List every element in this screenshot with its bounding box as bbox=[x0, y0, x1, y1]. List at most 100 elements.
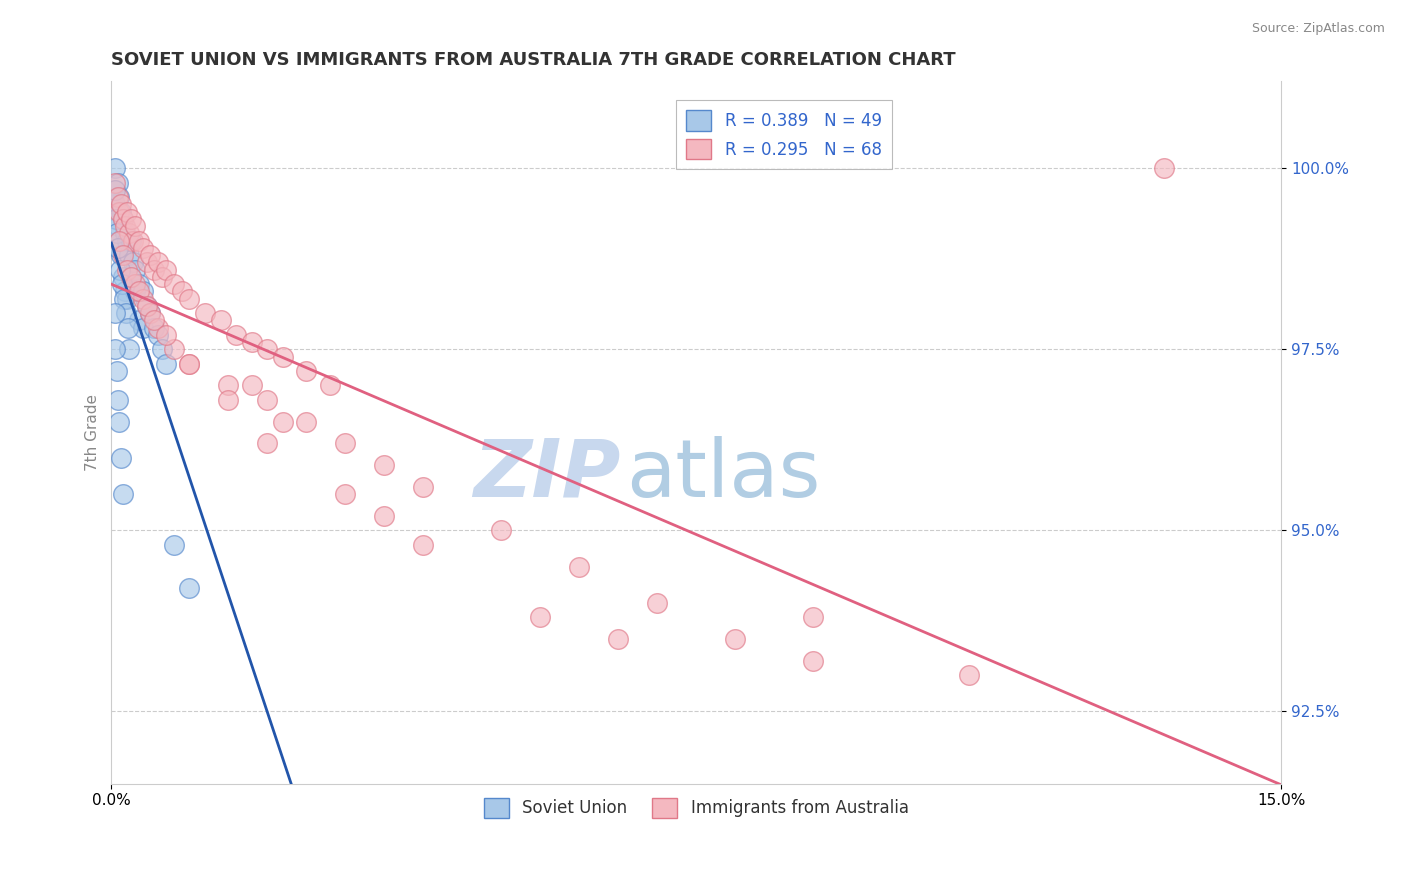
Point bbox=[112, 211, 135, 226]
Point bbox=[335, 436, 357, 450]
Point bbox=[108, 190, 131, 204]
Point bbox=[256, 343, 278, 357]
Point bbox=[108, 234, 131, 248]
Point bbox=[217, 392, 239, 407]
Point bbox=[194, 306, 217, 320]
Point bbox=[105, 364, 128, 378]
Point bbox=[120, 269, 142, 284]
Point bbox=[105, 211, 128, 226]
Point bbox=[110, 248, 132, 262]
Point bbox=[131, 320, 153, 334]
Point bbox=[209, 313, 232, 327]
Point bbox=[115, 262, 138, 277]
Point bbox=[114, 227, 136, 241]
Point bbox=[107, 219, 129, 234]
Point bbox=[131, 285, 153, 299]
Point bbox=[150, 269, 173, 284]
Point bbox=[179, 292, 201, 306]
Point bbox=[148, 320, 170, 334]
Point bbox=[118, 343, 141, 357]
Point bbox=[155, 357, 177, 371]
Point bbox=[724, 632, 747, 646]
Point bbox=[240, 334, 263, 349]
Point bbox=[295, 415, 318, 429]
Point bbox=[131, 292, 153, 306]
Point bbox=[271, 350, 294, 364]
Point bbox=[607, 632, 630, 646]
Point bbox=[139, 306, 162, 320]
Point bbox=[148, 255, 170, 269]
Point bbox=[319, 378, 342, 392]
Text: Source: ZipAtlas.com: Source: ZipAtlas.com bbox=[1251, 22, 1385, 36]
Point bbox=[1153, 161, 1175, 176]
Point bbox=[256, 436, 278, 450]
Point bbox=[104, 306, 127, 320]
Point bbox=[163, 343, 186, 357]
Point bbox=[107, 392, 129, 407]
Point bbox=[271, 415, 294, 429]
Point bbox=[179, 357, 201, 371]
Point bbox=[225, 327, 247, 342]
Point bbox=[124, 277, 146, 291]
Point bbox=[256, 392, 278, 407]
Point bbox=[645, 596, 668, 610]
Point bbox=[373, 508, 395, 523]
Point bbox=[135, 299, 157, 313]
Point bbox=[170, 285, 193, 299]
Point bbox=[412, 480, 434, 494]
Point bbox=[115, 292, 138, 306]
Point bbox=[115, 306, 138, 320]
Point bbox=[150, 343, 173, 357]
Point bbox=[122, 234, 145, 248]
Point bbox=[568, 559, 591, 574]
Point bbox=[104, 343, 127, 357]
Point bbox=[491, 524, 513, 538]
Point bbox=[120, 211, 142, 226]
Point bbox=[117, 227, 139, 241]
Point bbox=[108, 415, 131, 429]
Point bbox=[115, 234, 138, 248]
Point bbox=[110, 450, 132, 465]
Point bbox=[135, 255, 157, 269]
Text: ZIP: ZIP bbox=[472, 435, 620, 514]
Point bbox=[128, 313, 150, 327]
Point bbox=[295, 364, 318, 378]
Text: SOVIET UNION VS IMMIGRANTS FROM AUSTRALIA 7TH GRADE CORRELATION CHART: SOVIET UNION VS IMMIGRANTS FROM AUSTRALI… bbox=[111, 51, 956, 69]
Point bbox=[122, 255, 145, 269]
Point bbox=[139, 248, 162, 262]
Point bbox=[112, 211, 135, 226]
Point bbox=[143, 313, 166, 327]
Point bbox=[163, 538, 186, 552]
Point bbox=[957, 668, 980, 682]
Point bbox=[139, 306, 162, 320]
Point bbox=[110, 204, 132, 219]
Point bbox=[163, 277, 186, 291]
Point bbox=[135, 299, 157, 313]
Text: atlas: atlas bbox=[626, 435, 821, 514]
Point bbox=[179, 581, 201, 595]
Point bbox=[108, 204, 131, 219]
Point bbox=[104, 176, 127, 190]
Point bbox=[217, 378, 239, 392]
Point bbox=[112, 269, 135, 284]
Point bbox=[117, 320, 139, 334]
Point bbox=[108, 262, 131, 277]
Point bbox=[128, 277, 150, 291]
Point bbox=[412, 538, 434, 552]
Point bbox=[179, 357, 201, 371]
Point bbox=[114, 285, 136, 299]
Point bbox=[104, 197, 127, 211]
Point bbox=[120, 234, 142, 248]
Point bbox=[124, 219, 146, 234]
Point bbox=[155, 262, 177, 277]
Point bbox=[124, 262, 146, 277]
Point bbox=[105, 227, 128, 241]
Point bbox=[110, 197, 132, 211]
Point bbox=[131, 241, 153, 255]
Point bbox=[529, 610, 551, 624]
Point bbox=[117, 248, 139, 262]
Legend: Soviet Union, Immigrants from Australia: Soviet Union, Immigrants from Australia bbox=[477, 791, 915, 824]
Point bbox=[114, 219, 136, 234]
Point bbox=[104, 183, 127, 197]
Point bbox=[373, 458, 395, 472]
